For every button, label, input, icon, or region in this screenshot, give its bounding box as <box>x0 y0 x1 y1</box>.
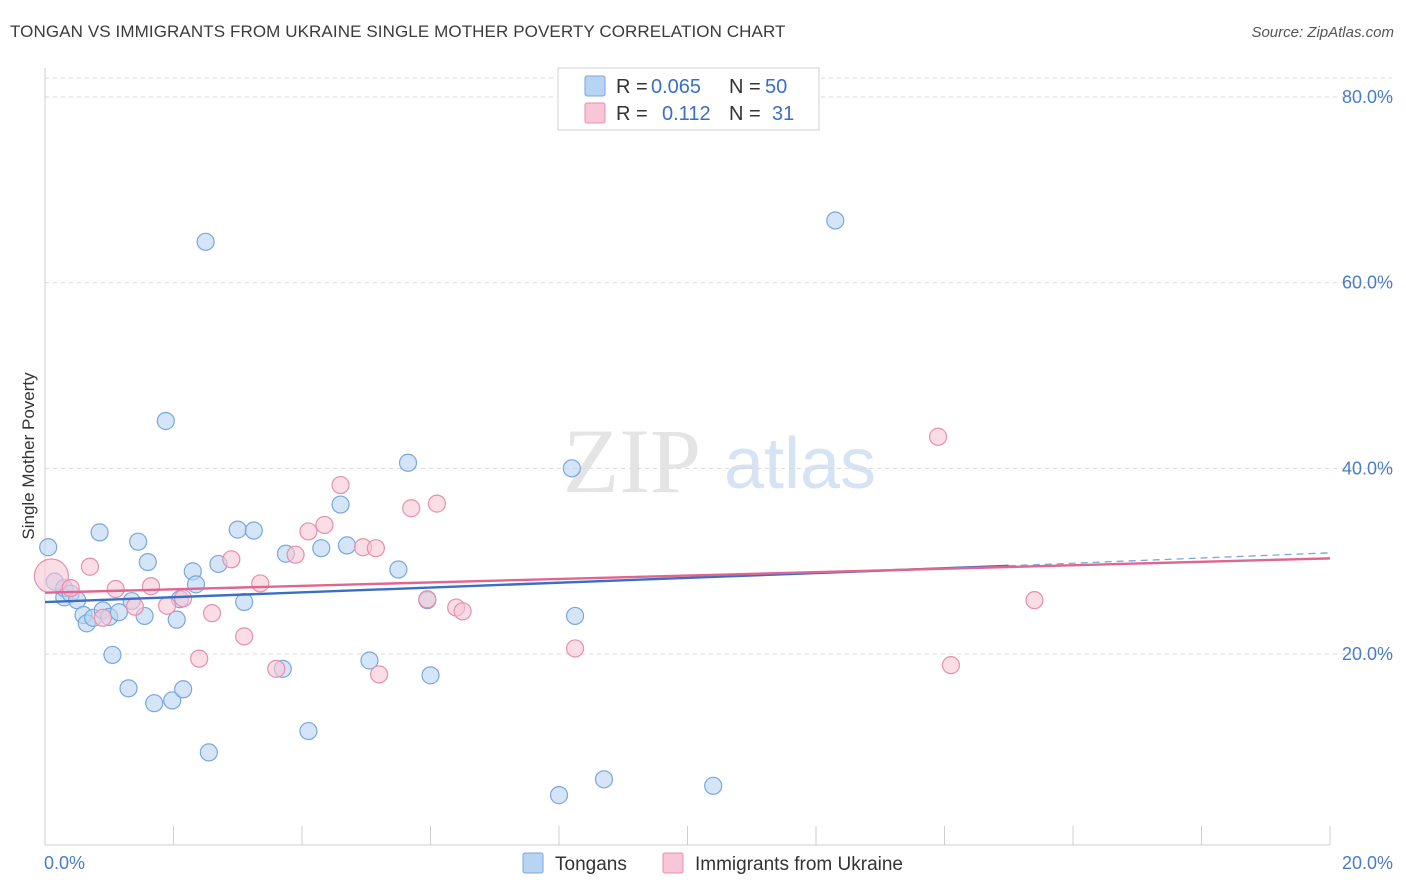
ukraine-point <box>202 604 222 623</box>
tongans-point <box>156 411 175 431</box>
tongans-point <box>337 536 357 555</box>
tongans-point <box>549 786 569 805</box>
legend-swatch-tongans <box>584 75 606 97</box>
ukraine-point <box>174 589 193 608</box>
tongans-point <box>167 610 186 629</box>
grid-lines <box>45 77 1392 655</box>
ukraine-point <box>315 515 334 535</box>
ukraine-point <box>299 522 318 541</box>
ukraine-point <box>418 590 437 609</box>
tongans-point <box>163 691 182 710</box>
axes <box>44 68 1331 846</box>
tongans-point <box>109 603 128 622</box>
tongans-point <box>145 694 164 713</box>
series-legend-swatch-tongans <box>522 852 544 874</box>
legend-r-label-1: R = <box>616 76 648 98</box>
tongans-point <box>421 666 440 685</box>
ukraine-point <box>370 665 389 684</box>
trend-lines <box>44 552 1331 604</box>
tongans-point <box>199 743 218 762</box>
tongans-point <box>174 680 193 699</box>
ukraine-point <box>106 579 125 599</box>
ukraine-point <box>427 494 447 513</box>
legend-r-label-2: R = <box>616 103 648 125</box>
tongans-point <box>138 552 157 572</box>
tongans-point <box>331 495 350 514</box>
tongans-point <box>389 560 408 579</box>
tongans-point <box>562 459 581 478</box>
tongans-point <box>299 721 318 741</box>
ukraine-point <box>125 597 145 616</box>
legend-n-value-2: 31 <box>772 103 794 125</box>
legend-r-value-2: 0.112 <box>662 103 711 125</box>
series-legend: Tongans Immigrants from Ukraine <box>522 852 903 875</box>
ukraine-point <box>453 602 472 621</box>
ukraine-point <box>141 577 161 596</box>
legend-swatch-ukraine <box>584 102 606 124</box>
ukraine-point <box>267 659 286 678</box>
ukraine-point <box>366 539 385 558</box>
ukraine-point <box>1025 591 1044 610</box>
ukraine-point <box>251 574 270 593</box>
chart-title: TONGAN VS IMMIGRANTS FROM UKRAINE SINGLE… <box>10 22 786 41</box>
tongans-point <box>594 770 614 789</box>
series-legend-swatch-ukraine <box>662 852 684 874</box>
tongans-point <box>119 679 138 698</box>
tongans-point <box>826 211 845 230</box>
legend-r-value-1: 0.065 <box>651 76 701 98</box>
tongans-point <box>312 539 331 558</box>
ukraine-point <box>157 596 177 615</box>
legend-n-label-2: N = <box>729 103 761 125</box>
tongans-point <box>228 520 247 539</box>
ukraine-point <box>402 499 421 518</box>
correlation-legend: R = 0.065 N = 50 R = 0.112 N = 31 <box>557 67 820 131</box>
ukraine-trend-line <box>44 557 1331 594</box>
y-tick-labels: 20.0% 40.0% 60.0% 80.0% <box>1342 87 1393 664</box>
ukraine-point <box>565 639 585 658</box>
ukraine-point <box>222 550 241 569</box>
ukraine-point <box>190 649 209 668</box>
tongans-point <box>704 776 723 795</box>
y-tick-label: 20.0% <box>1342 644 1393 664</box>
tongans-point <box>235 592 254 612</box>
x-tick-label-min: 0.0% <box>44 853 85 873</box>
tongans-point <box>90 523 109 542</box>
tongans-point <box>39 538 58 557</box>
tongans-point <box>103 645 122 665</box>
ukraine-point <box>331 475 350 495</box>
y-tick-label: 40.0% <box>1342 458 1393 478</box>
ukraine-point <box>61 578 80 598</box>
tongans-point <box>398 453 418 472</box>
series-legend-label-tongans: Tongans <box>555 854 627 875</box>
ukraine-point <box>941 656 961 675</box>
ukraine-point <box>80 557 100 576</box>
tongans-point <box>196 232 215 251</box>
watermark-atlas: atlas <box>724 424 876 504</box>
ukraine-point <box>93 608 112 627</box>
series-legend-label-ukraine: Immigrants from Ukraine <box>695 854 903 875</box>
source-label: Source: ZipAtlas.com <box>1251 24 1394 41</box>
y-axis-title: Single Mother Poverty <box>19 372 38 540</box>
tongans-point <box>129 532 148 551</box>
y-tick-label: 80.0% <box>1342 87 1393 107</box>
watermark-zip: ZIP <box>563 410 701 512</box>
legend-n-value-1: 50 <box>765 76 787 98</box>
data-points <box>33 211 1044 805</box>
tongans-point <box>565 606 585 626</box>
ukraine-point <box>235 627 254 646</box>
ukraine-point <box>286 545 305 564</box>
tongans-trend-extension <box>1008 552 1331 567</box>
tongans-point <box>360 651 379 670</box>
ukraine-point <box>928 427 948 446</box>
y-tick-label: 60.0% <box>1342 273 1393 293</box>
tongans-point <box>186 575 206 594</box>
x-tick-label-max: 20.0% <box>1342 853 1393 873</box>
legend-n-label-1: N = <box>729 76 761 98</box>
tongans-point <box>244 521 263 540</box>
